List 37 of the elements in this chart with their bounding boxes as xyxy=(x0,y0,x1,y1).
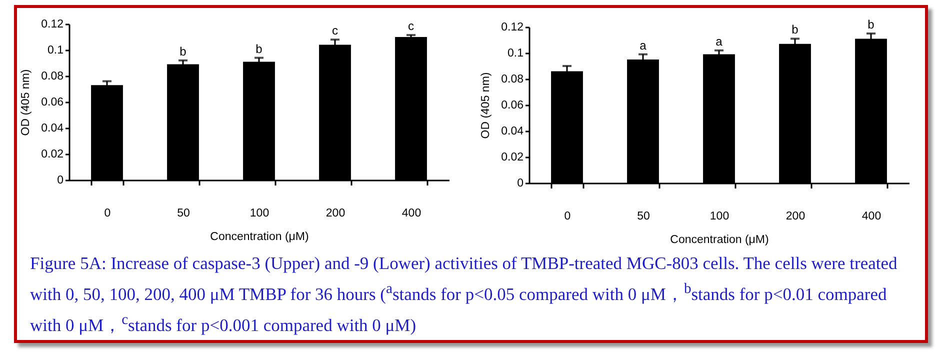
y-tick-label: 0.12 xyxy=(41,18,64,30)
annotation: b xyxy=(180,44,187,58)
x-tick-label: 400 xyxy=(862,210,882,222)
annotation: a xyxy=(640,38,647,52)
y-tick-label: 0.08 xyxy=(41,70,64,82)
y-tick-label: 0 xyxy=(57,174,64,186)
x-tick-label: 0 xyxy=(104,208,111,220)
y-tick-label: 0 xyxy=(517,178,524,190)
x-tick-label: 200 xyxy=(326,208,346,220)
x-tick-label: 100 xyxy=(710,210,730,222)
x-tick-label: 0 xyxy=(564,210,571,222)
y-tick-label: 0.12 xyxy=(501,22,524,34)
x-axis-title: Concentration (μM) xyxy=(670,234,769,246)
y-tick-label: 0.1 xyxy=(48,44,64,56)
y-tick-label: 0.06 xyxy=(501,100,524,112)
x-axis-title: Concentration (μM) xyxy=(210,231,309,243)
text: Figure 5A: Increase of caspase-3 (Upper) and -9 (Lower) activities of TMBP-treated MGC-803 cells. The cells were treated with 0, 50, 100, 200, 400 μM TMBP for 36 hours ($^{a}$stands for p<0.05 compared with 0 μM，$^{b}$stands for p<0.01 compared with 0 μM，$^{c}$stands for p<0.001 compared with 0 μM) xyxy=(30,253,898,335)
x-tick-label: 400 xyxy=(402,208,422,220)
y-axis-title: OD (405 nm) xyxy=(20,69,32,136)
y-axis-title: OD (405 nm) xyxy=(480,72,492,139)
y-tick-label: 0.08 xyxy=(501,74,524,86)
y-tick-label: 0.06 xyxy=(41,96,64,108)
y-tick-label: 0.1 xyxy=(508,48,524,60)
annotation: b xyxy=(792,22,799,37)
annotation: a xyxy=(716,34,723,48)
y-tick-label: 0.02 xyxy=(41,148,64,160)
y-tick-label: 0.04 xyxy=(501,126,524,138)
annotation: b xyxy=(868,18,875,32)
y-tick-label: 0.02 xyxy=(501,152,524,164)
annotation: c xyxy=(408,19,414,34)
x-tick-label: 50 xyxy=(637,210,650,222)
x-tick-label: 50 xyxy=(177,208,190,220)
x-tick-label: 100 xyxy=(250,208,270,220)
x-tick-label: 200 xyxy=(786,210,806,222)
annotation: b xyxy=(256,42,263,56)
annotation: c xyxy=(332,24,338,38)
y-tick-label: 0.04 xyxy=(41,122,64,134)
